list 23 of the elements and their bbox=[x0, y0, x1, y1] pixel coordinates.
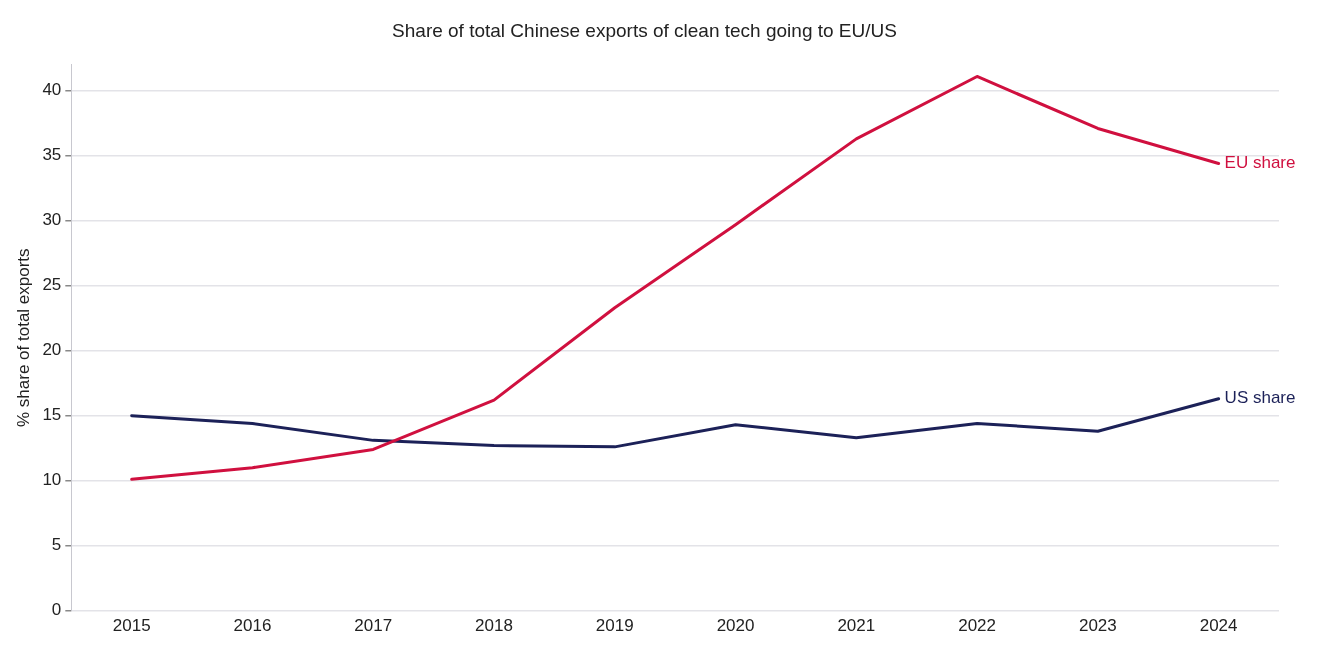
chart-title: Share of total Chinese exports of clean tech going to EU/US bbox=[392, 19, 897, 41]
x-tick-label: 2019 bbox=[595, 616, 634, 636]
y-tick-label: 40 bbox=[42, 80, 62, 100]
x-tick-label: 2017 bbox=[354, 616, 393, 636]
y-tick-label: 5 bbox=[51, 535, 62, 555]
x-tick-label: 2023 bbox=[1078, 616, 1117, 636]
x-tick-label: 2022 bbox=[958, 616, 996, 636]
y-tick-label: 10 bbox=[42, 470, 62, 490]
x-tick-label: 2021 bbox=[837, 616, 876, 636]
y-tick-label: 0 bbox=[51, 600, 62, 620]
x-tick-label: 2018 bbox=[475, 616, 513, 636]
series-label: US share bbox=[1224, 388, 1296, 408]
y-tick-label: 35 bbox=[42, 145, 62, 165]
y-tick-label: 30 bbox=[42, 210, 62, 230]
y-tick-label: 25 bbox=[42, 275, 62, 295]
x-tick-label: 2016 bbox=[233, 616, 272, 636]
y-tick-label: 20 bbox=[42, 340, 62, 360]
x-tick-label: 2015 bbox=[112, 616, 151, 636]
y-axis-title: % share of total exports bbox=[13, 248, 33, 427]
y-tick-label: 15 bbox=[42, 405, 62, 425]
x-tick-label: 2020 bbox=[716, 616, 755, 636]
x-tick-label: 2024 bbox=[1199, 616, 1238, 636]
series-label: EU share bbox=[1224, 153, 1296, 173]
